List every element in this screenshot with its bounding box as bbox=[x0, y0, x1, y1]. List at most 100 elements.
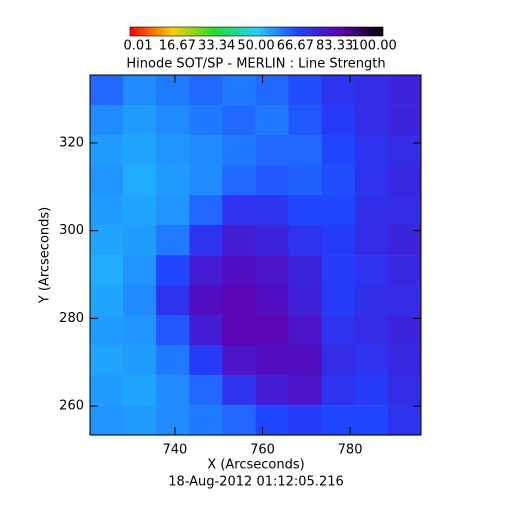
heatmap-cell bbox=[189, 224, 224, 256]
heatmap-cell bbox=[321, 315, 356, 346]
heatmap-cell bbox=[387, 165, 422, 196]
heatmap-cell bbox=[189, 105, 224, 136]
heatmap-cell bbox=[222, 134, 256, 166]
heatmap-cell bbox=[255, 165, 290, 196]
heatmap-cell bbox=[255, 105, 290, 136]
heatmap-cell bbox=[387, 284, 422, 316]
heatmap-cell bbox=[222, 74, 256, 106]
heatmap-cell bbox=[387, 224, 422, 256]
heatmap-cell bbox=[156, 224, 190, 256]
colorbar-tick-label: 16.67 bbox=[159, 39, 196, 54]
colorbar-tick-label: 33.34 bbox=[198, 39, 235, 54]
heatmap-cell bbox=[288, 165, 323, 196]
heatmap-cell bbox=[354, 255, 389, 286]
heatmap-cell bbox=[255, 224, 290, 256]
heatmap-cell bbox=[222, 255, 256, 286]
heatmap-cell bbox=[122, 315, 157, 346]
heatmap-cell bbox=[255, 255, 290, 286]
heatmap-cell bbox=[222, 284, 256, 316]
heatmap-cell bbox=[288, 134, 323, 166]
heatmap-cell bbox=[255, 195, 290, 226]
heatmap-cell bbox=[321, 255, 356, 286]
colorbar-tick-label: 100.00 bbox=[351, 39, 397, 54]
heatmap-cell bbox=[189, 134, 224, 166]
heatmap-cell bbox=[288, 374, 323, 406]
heatmap-cell bbox=[156, 105, 190, 136]
heatmap-cell bbox=[156, 374, 190, 406]
heatmap-cell bbox=[321, 134, 356, 166]
heatmap-cell bbox=[255, 345, 290, 376]
heatmap-cell bbox=[288, 105, 323, 136]
heatmap-cell bbox=[288, 224, 323, 256]
heatmap-cell bbox=[156, 315, 190, 346]
heatmap-cell bbox=[387, 374, 422, 406]
heatmap-cell bbox=[288, 195, 323, 226]
heatmap-cell bbox=[156, 74, 190, 106]
plot-frame bbox=[89, 74, 422, 436]
heatmap-cell bbox=[189, 405, 224, 436]
heatmap-cell bbox=[156, 165, 190, 196]
heatmap-cell bbox=[321, 345, 356, 376]
heatmap-cell bbox=[387, 105, 422, 136]
heatmap-cell bbox=[156, 345, 190, 376]
colorbar-tick-label: 0.01 bbox=[124, 39, 153, 54]
heatmap-cell bbox=[90, 374, 124, 406]
heatmap-cell bbox=[156, 284, 190, 316]
x-tick-label: 760 bbox=[250, 443, 275, 458]
heatmap-cell bbox=[222, 224, 256, 256]
heatmap-cell bbox=[122, 284, 157, 316]
heatmap-cell bbox=[321, 105, 356, 136]
heatmap-cell bbox=[222, 315, 256, 346]
x-tick-label: 740 bbox=[163, 443, 188, 458]
heatmap-cell bbox=[156, 255, 190, 286]
y-axis-label: Y (Arcseconds) bbox=[38, 207, 53, 304]
heatmap-cell bbox=[321, 195, 356, 226]
heatmap-cell bbox=[222, 105, 256, 136]
heatmap-cell bbox=[122, 134, 157, 166]
heatmap-cell bbox=[90, 315, 124, 346]
heatmap-cell bbox=[255, 405, 290, 436]
heatmap-cell bbox=[354, 405, 389, 436]
heatmap-cell bbox=[90, 345, 124, 376]
heatmap-cell bbox=[387, 315, 422, 346]
heatmap-cell bbox=[321, 374, 356, 406]
heatmap-cell bbox=[122, 374, 157, 406]
heatmap-cell bbox=[387, 345, 422, 376]
x-axis-label: X (Arcseconds) bbox=[207, 458, 304, 473]
x-tick-label: 780 bbox=[338, 443, 363, 458]
heatmap-cell bbox=[90, 105, 124, 136]
heatmap-cell bbox=[288, 255, 323, 286]
heatmap-cell bbox=[354, 165, 389, 196]
heatmap-cell bbox=[288, 284, 323, 316]
y-tick-label: 280 bbox=[59, 311, 84, 326]
heatmap-cell bbox=[90, 284, 124, 316]
heatmap-cell bbox=[90, 255, 124, 286]
heatmap-cell bbox=[122, 195, 157, 226]
heatmap-cell bbox=[321, 284, 356, 316]
heatmap-cell bbox=[189, 284, 224, 316]
heatmap-cell bbox=[288, 74, 323, 106]
heatmap-cell bbox=[122, 74, 157, 106]
heatmap-cell bbox=[222, 195, 256, 226]
chart-title: Hinode SOT/SP - MERLIN : Line Strength bbox=[126, 57, 385, 72]
heatmap-cell bbox=[122, 255, 157, 286]
heatmap-cell bbox=[189, 374, 224, 406]
y-tick-label: 300 bbox=[59, 223, 84, 238]
heatmap-cell bbox=[255, 134, 290, 166]
heatmap-cell bbox=[222, 374, 256, 406]
y-tick-label: 260 bbox=[59, 399, 84, 414]
heatmap-cell bbox=[90, 74, 124, 106]
heatmap-cell bbox=[321, 224, 356, 256]
heatmap-cell bbox=[156, 195, 190, 226]
heatmap-cell bbox=[189, 195, 224, 226]
heatmap-cell bbox=[354, 315, 389, 346]
heatmap-cell bbox=[189, 255, 224, 286]
heatmap-cell bbox=[354, 105, 389, 136]
colorbar-tick-label: 83.33 bbox=[316, 39, 353, 54]
heatmap-cell bbox=[387, 405, 422, 436]
heatmap-cell bbox=[189, 345, 224, 376]
heatmap-cell bbox=[387, 134, 422, 166]
heatmap-cell bbox=[122, 405, 157, 436]
heatmap-cell bbox=[90, 195, 124, 226]
